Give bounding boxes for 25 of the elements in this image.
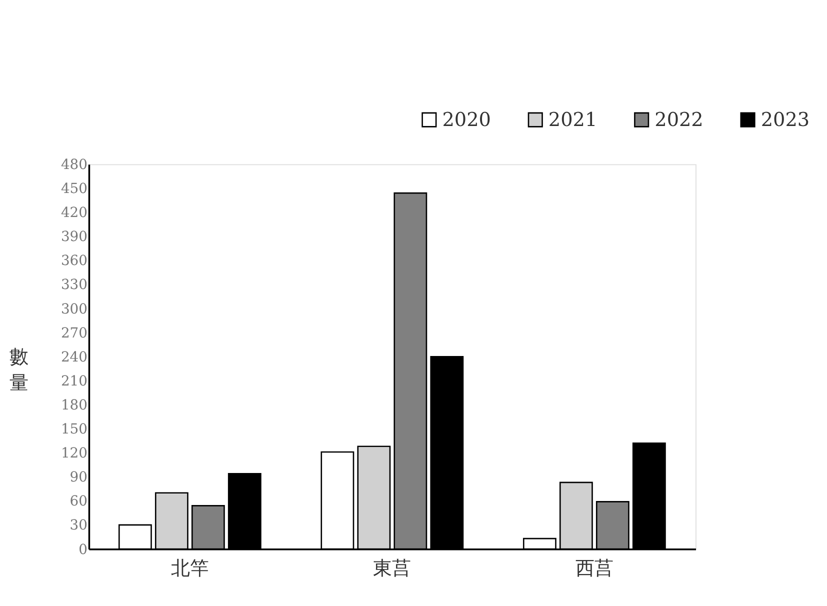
y-axis-title: 數量 <box>10 345 29 394</box>
legend-label: 2021 <box>548 108 598 131</box>
y-tick-label: 30 <box>70 518 88 534</box>
y-tick-label: 120 <box>60 446 88 462</box>
y-tick-label: 450 <box>60 181 88 198</box>
y-tick-label: 210 <box>60 373 88 390</box>
legend-label: 2022 <box>654 108 704 131</box>
y-tick-label: 330 <box>60 277 88 294</box>
y-tick-label: 270 <box>60 325 88 342</box>
y-tick-label: 300 <box>60 301 88 318</box>
x-tick-label: 西莒 <box>575 556 614 580</box>
x-tick-label: 北竿 <box>170 556 209 580</box>
y-tick-label: 480 <box>60 156 88 173</box>
x-tick-label: 東莒 <box>373 556 412 580</box>
y-tick-label: 420 <box>60 205 88 222</box>
y-tick-label: 240 <box>60 349 88 366</box>
y-tick-label: 90 <box>70 470 88 486</box>
y-tick-label: 360 <box>60 253 88 270</box>
y-tick-label: 150 <box>60 422 88 438</box>
y-tick-label: 0 <box>78 542 88 558</box>
y-tick-label: 180 <box>60 397 88 414</box>
legend-label: 2020 <box>442 108 491 131</box>
y-tick-label: 390 <box>60 229 88 246</box>
y-tick-label: 60 <box>70 494 88 510</box>
legend-label: 2023 <box>760 108 810 131</box>
